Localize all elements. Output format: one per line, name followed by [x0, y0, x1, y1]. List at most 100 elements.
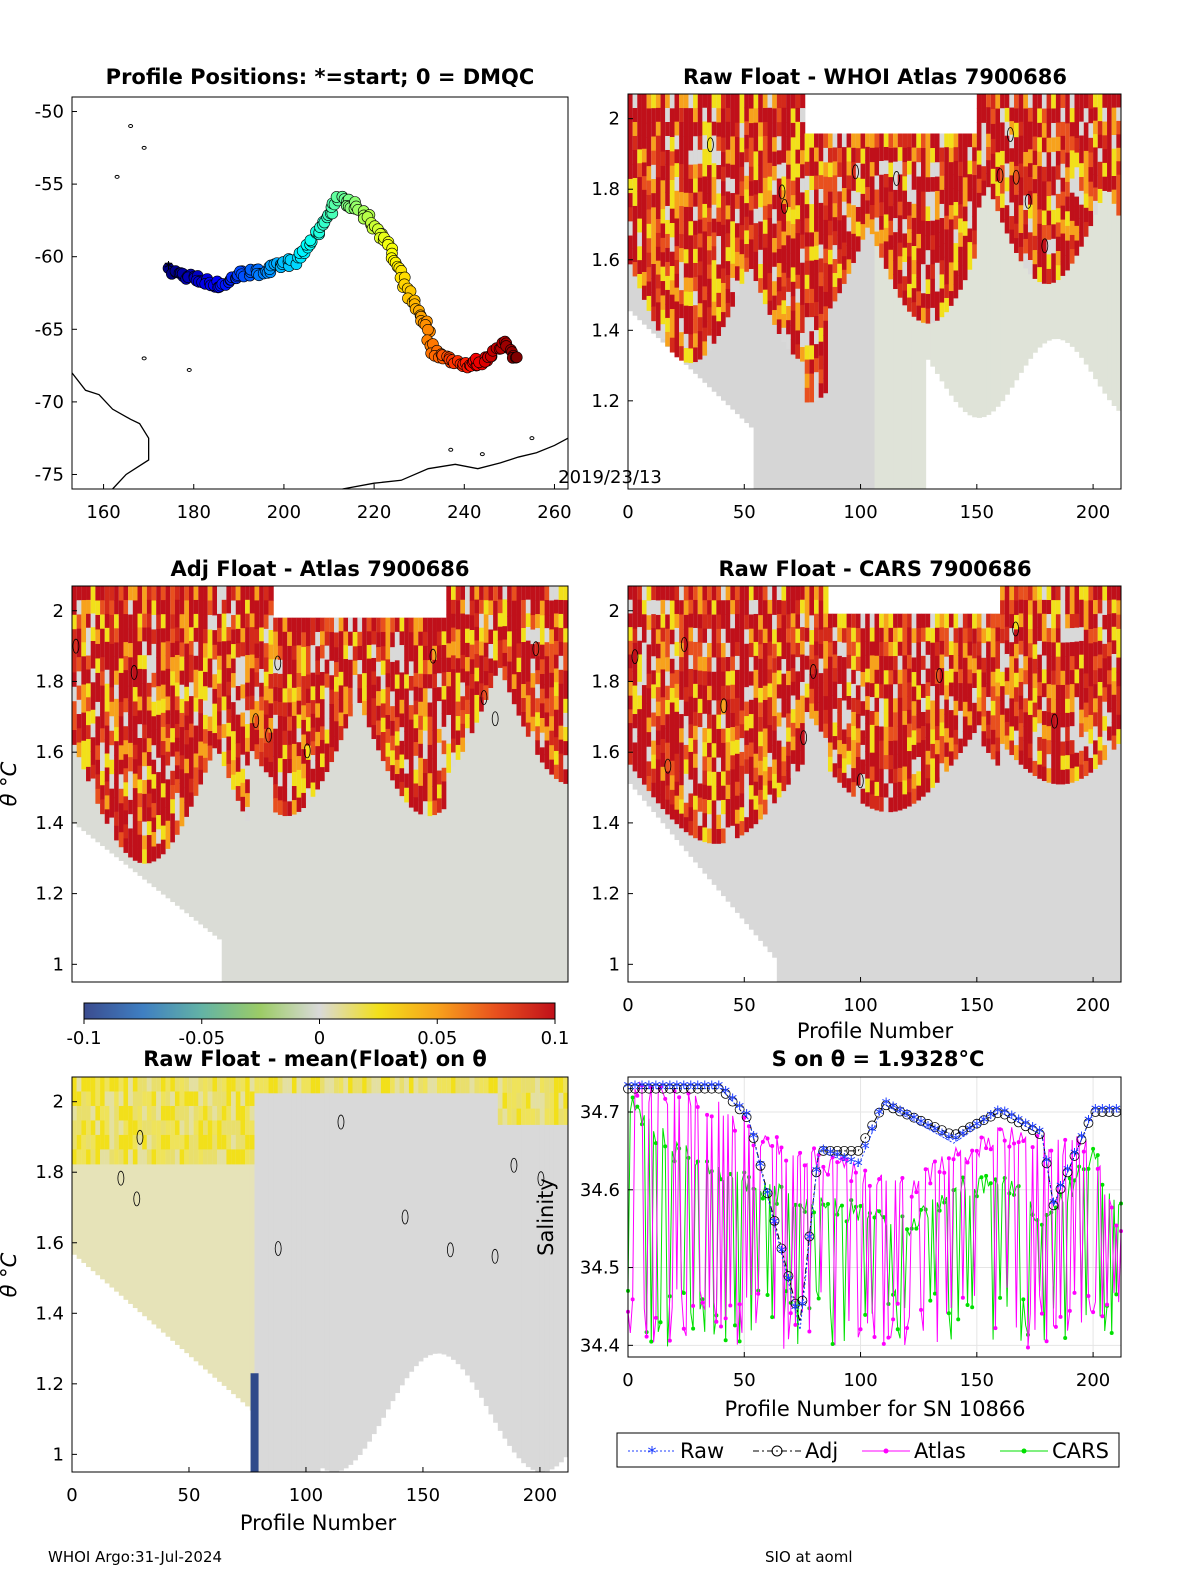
heatmap-cell: [888, 206, 894, 222]
heatmap-cell: [916, 685, 922, 701]
heatmap-cell: [1027, 121, 1034, 137]
heatmap-cell: [263, 657, 270, 673]
heatmap-cell: [660, 295, 666, 311]
heatmap-cell: [818, 189, 824, 204]
heatmap-cell: [911, 274, 917, 289]
heatmap-cell: [744, 175, 750, 190]
heatmap-cell: [95, 701, 101, 717]
heatmap-cell: [744, 687, 750, 703]
heatmap-cell: [1051, 712, 1057, 728]
heatmap-cell: [310, 645, 316, 660]
heatmap-cell: [366, 617, 372, 982]
heatmap-cell: [795, 657, 801, 672]
heatmap-cell: [679, 614, 685, 630]
heatmap-cell: [1032, 235, 1038, 251]
heatmap-cell: [549, 701, 555, 717]
heatmap-cell: [767, 286, 773, 302]
heatmap-cell: [762, 714, 769, 729]
heatmap-cell: [1000, 628, 1006, 644]
heatmap-cell: [1102, 107, 1108, 123]
heatmap-cell: [688, 613, 694, 628]
heatmap-cell: [721, 799, 727, 815]
heatmap-cell: [809, 586, 815, 602]
heatmap-cell: [221, 627, 227, 642]
heatmap-cell: [123, 754, 129, 769]
heatmap-cell: [944, 188, 950, 203]
heatmap-cell: [151, 586, 157, 601]
heatmap-cell: [254, 629, 260, 645]
heatmap-cell: [1083, 673, 1089, 689]
heatmap-cell: [679, 178, 685, 193]
heatmap-cell: [146, 793, 153, 808]
heatmap-cell: [921, 641, 927, 657]
heatmap-cell: [702, 685, 708, 701]
heatmap-cell: [669, 775, 676, 791]
heatmap-cell: [758, 263, 764, 279]
profile-marker: [510, 351, 523, 364]
heatmap-cell: [1027, 714, 1034, 730]
heatmap-cell: [897, 795, 903, 811]
heatmap-cell: [123, 698, 129, 713]
heatmap-cell: [156, 628, 162, 644]
y-tick-label: 1.2: [591, 391, 620, 412]
heatmap-cell: [702, 121, 708, 136]
heatmap-cell: [1046, 628, 1052, 643]
heatmap-cell: [930, 772, 936, 788]
heatmap-cell: [939, 749, 945, 764]
heatmap-cell: [744, 586, 750, 601]
heatmap-cell: [1023, 166, 1029, 182]
heatmap-cell: [1046, 166, 1052, 182]
heatmap-cell: [245, 710, 251, 725]
heatmap-cell: [860, 133, 866, 489]
heatmap-cell: [362, 673, 368, 688]
heatmap-cell: [357, 631, 363, 647]
heatmap-cell: [962, 716, 969, 732]
heatmap-cell: [1032, 150, 1038, 166]
heatmap-cell: [296, 797, 302, 812]
heatmap-cell: [203, 757, 209, 773]
heatmap-cell: [883, 641, 889, 657]
heatmap-cell: [665, 191, 671, 207]
heatmap-cell: [767, 641, 773, 657]
heatmap-cell: [114, 1134, 120, 1150]
heatmap-cell: [762, 191, 769, 207]
heatmap-cell: [707, 307, 713, 322]
heatmap-cell: [814, 287, 820, 303]
heatmap-cell: [879, 188, 885, 203]
heatmap-cell: [165, 779, 171, 794]
heatmap-cell: [1046, 614, 1052, 629]
heatmap-cell: [1060, 247, 1066, 262]
heatmap-cell: [72, 643, 78, 659]
heatmap-cell: [1116, 628, 1122, 644]
heatmap-cell: [716, 108, 722, 123]
heatmap-cell: [688, 334, 694, 349]
heatmap-cell: [693, 767, 699, 783]
heatmap-cell: [995, 641, 1001, 656]
heatmap-cell: [660, 180, 666, 196]
heatmap-cell: [100, 600, 106, 615]
heatmap-cell: [530, 658, 536, 674]
heatmap-cell: [1018, 668, 1024, 683]
heatmap-cell: [916, 276, 922, 292]
heatmap-cell: [493, 645, 499, 661]
heatmap-cell: [539, 586, 546, 982]
heatmap-cell: [888, 740, 894, 756]
heatmap-cell: [1093, 670, 1099, 685]
heatmap-cell: [725, 728, 731, 743]
heatmap-cell: [818, 673, 824, 689]
heatmap-cell: [674, 809, 680, 825]
coastline-west: [71, 372, 150, 490]
heatmap-cell: [725, 827, 731, 843]
heatmap-cell: [767, 231, 773, 247]
heatmap-cell: [753, 781, 759, 797]
heatmap-cell: [1111, 599, 1117, 614]
heatmap-cell: [730, 94, 736, 109]
heatmap-cell: [132, 586, 139, 601]
heatmap-cell: [716, 728, 722, 744]
heatmap-cell: [235, 600, 241, 616]
heatmap-cell: [1046, 152, 1052, 168]
heatmap-cell: [781, 761, 787, 777]
heatmap-cell: [436, 687, 443, 702]
heatmap-cell: [837, 726, 843, 741]
heatmap-cell: [767, 190, 773, 205]
